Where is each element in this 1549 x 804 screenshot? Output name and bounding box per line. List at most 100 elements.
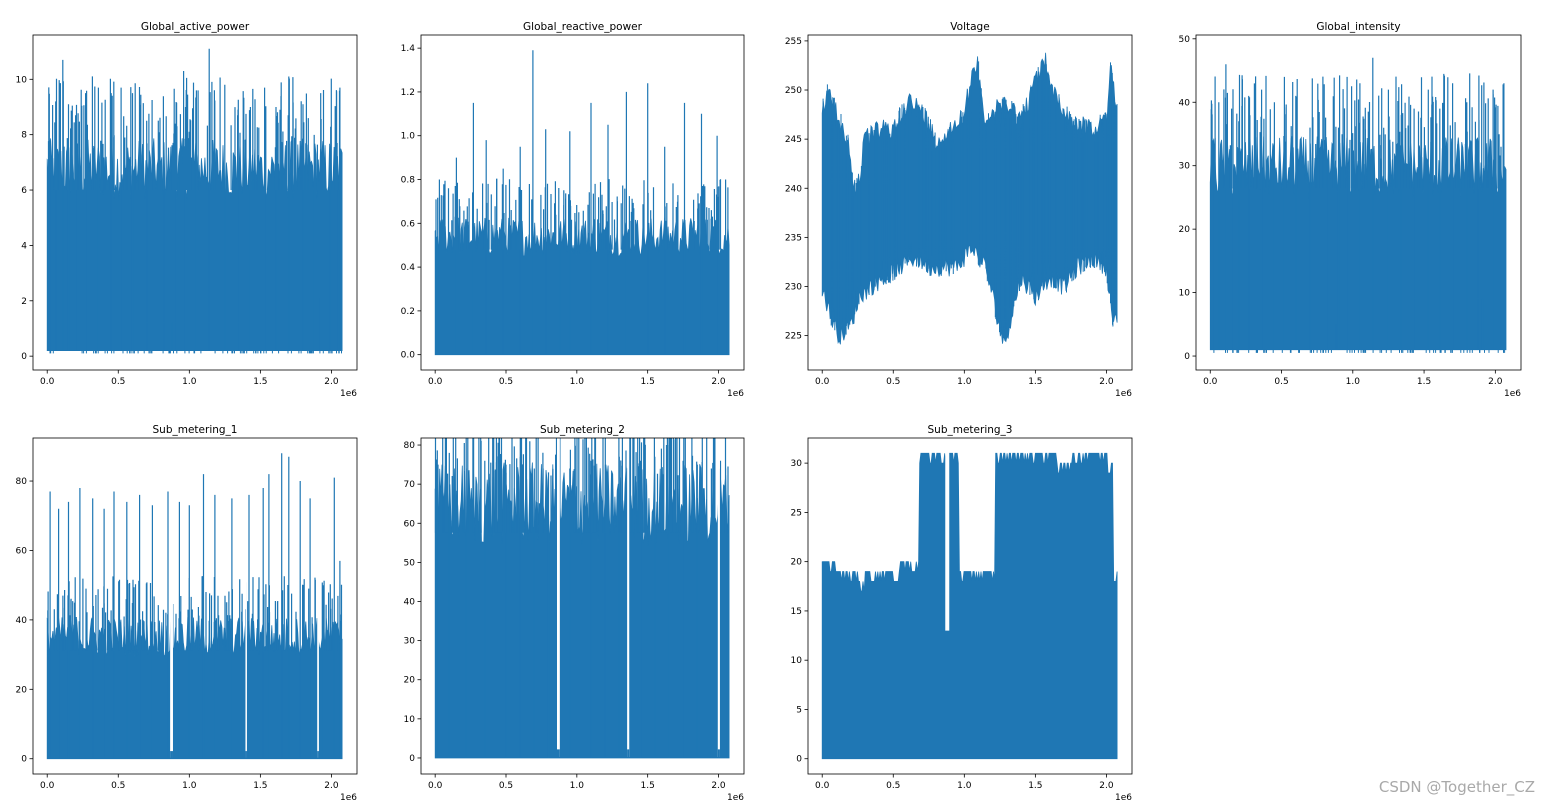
x-tick-label: 2.0	[711, 377, 726, 387]
series-fill	[821, 452, 1118, 760]
y-tick-label: 10	[16, 75, 28, 85]
x-tick-label: 0.5	[886, 781, 900, 791]
x-tick-label: 0.0	[815, 781, 830, 791]
y-tick-label: 0.2	[401, 307, 415, 317]
series-dips	[1213, 349, 1506, 353]
y-tick-label: 8	[21, 131, 27, 141]
series-gap-stub	[717, 749, 720, 758]
y-tick-label: 15	[791, 607, 802, 617]
x-offset-label: 1e6	[340, 389, 357, 399]
x-tick-label: 0.5	[499, 781, 513, 791]
chart-title: Sub_metering_2	[540, 424, 625, 436]
y-tick-label: 40	[1179, 98, 1191, 108]
series-spikes	[1210, 57, 1505, 350]
y-tick-label: 20	[16, 685, 28, 695]
y-tick-label: 230	[785, 282, 802, 292]
series-gap-stub	[245, 751, 247, 759]
x-tick-label: 1.0	[570, 377, 585, 387]
x-tick-label: 1.0	[957, 781, 972, 791]
x-tick-label: 1.5	[253, 781, 267, 791]
y-tick-label: 245	[785, 135, 802, 145]
chart-title: Sub_metering_1	[153, 424, 238, 436]
chart-title: Voltage	[950, 21, 989, 33]
x-tick-label: 0.5	[1274, 377, 1288, 387]
x-offset-label: 1e6	[727, 793, 744, 803]
series-gap	[245, 438, 247, 758]
y-tick-label: 240	[785, 184, 802, 194]
x-tick-label: 1.5	[641, 377, 655, 387]
series-area	[434, 438, 730, 759]
y-tick-label: 4	[21, 241, 27, 251]
series-gap-stub	[170, 751, 173, 759]
chart-title: Global_intensity	[1316, 21, 1400, 33]
y-tick-label: 1.2	[401, 88, 415, 98]
series-gap	[317, 438, 319, 758]
series-fill	[46, 138, 343, 351]
series-dips	[49, 350, 342, 354]
y-tick-label: 20	[1179, 225, 1191, 235]
series-spikes	[47, 453, 343, 759]
y-tick-label: 250	[785, 86, 802, 96]
y-tick-label: 10	[404, 715, 416, 725]
series-spikes	[822, 61, 1116, 335]
y-tick-label: 255	[785, 37, 802, 47]
series-spikes	[47, 48, 341, 351]
series-fill	[434, 462, 730, 759]
axes-frame	[807, 34, 1133, 371]
y-tick-label: 80	[404, 441, 416, 451]
x-offset-label: 1e6	[1115, 793, 1132, 803]
x-tick-label: 1.0	[570, 781, 585, 791]
series-area	[46, 438, 343, 760]
series-spikes	[434, 438, 729, 758]
series-area	[821, 438, 1118, 760]
series-notch	[945, 438, 950, 631]
y-tick-label: 2	[21, 297, 27, 307]
y-tick-label: 235	[785, 233, 802, 243]
y-tick-label: 0	[409, 754, 415, 764]
x-tick-label: 0.0	[1203, 377, 1218, 387]
y-tick-label: 10	[791, 656, 803, 666]
y-tick-label: 1.0	[401, 132, 416, 142]
watermark: CSDN @Together_CZ	[1378, 778, 1535, 796]
x-tick-label: 1.0	[182, 377, 197, 387]
y-tick-label: 50	[1179, 35, 1191, 45]
x-offset-label: 1e6	[1115, 389, 1132, 399]
x-tick-label: 1.5	[641, 781, 655, 791]
chart-title: Global_active_power	[141, 21, 250, 33]
x-tick-label: 0.0	[428, 377, 443, 387]
y-tick-label: 0	[21, 755, 27, 765]
y-tick-label: 25	[791, 508, 802, 518]
x-tick-label: 0.5	[499, 377, 513, 387]
series-area	[434, 50, 730, 356]
y-tick-label: 30	[791, 459, 803, 469]
y-tick-label: 0	[21, 352, 27, 362]
y-tick-label: 60	[16, 546, 28, 556]
x-tick-label: 2.0	[1099, 377, 1114, 387]
x-offset-label: 1e6	[727, 389, 744, 399]
y-tick-label: 20	[404, 676, 416, 686]
x-tick-label: 2.0	[711, 781, 726, 791]
x-tick-label: 1.0	[182, 781, 197, 791]
y-tick-label: 20	[791, 558, 803, 568]
y-tick-label: 0.4	[401, 263, 416, 273]
y-tick-label: 40	[404, 598, 416, 608]
y-tick-label: 60	[404, 519, 416, 529]
x-tick-label: 1.5	[1417, 377, 1431, 387]
x-tick-label: 0.0	[40, 781, 55, 791]
y-tick-label: 10	[1179, 289, 1191, 299]
series-gap	[557, 438, 560, 757]
x-tick-label: 0.5	[111, 377, 125, 387]
x-tick-label: 1.0	[1346, 377, 1361, 387]
y-tick-label: 50	[404, 558, 416, 568]
axes-frame	[1195, 34, 1522, 371]
axes-frame	[420, 34, 745, 371]
series-gap	[170, 438, 173, 758]
x-tick-label: 2.0	[324, 377, 339, 387]
y-tick-label: 40	[16, 616, 28, 626]
